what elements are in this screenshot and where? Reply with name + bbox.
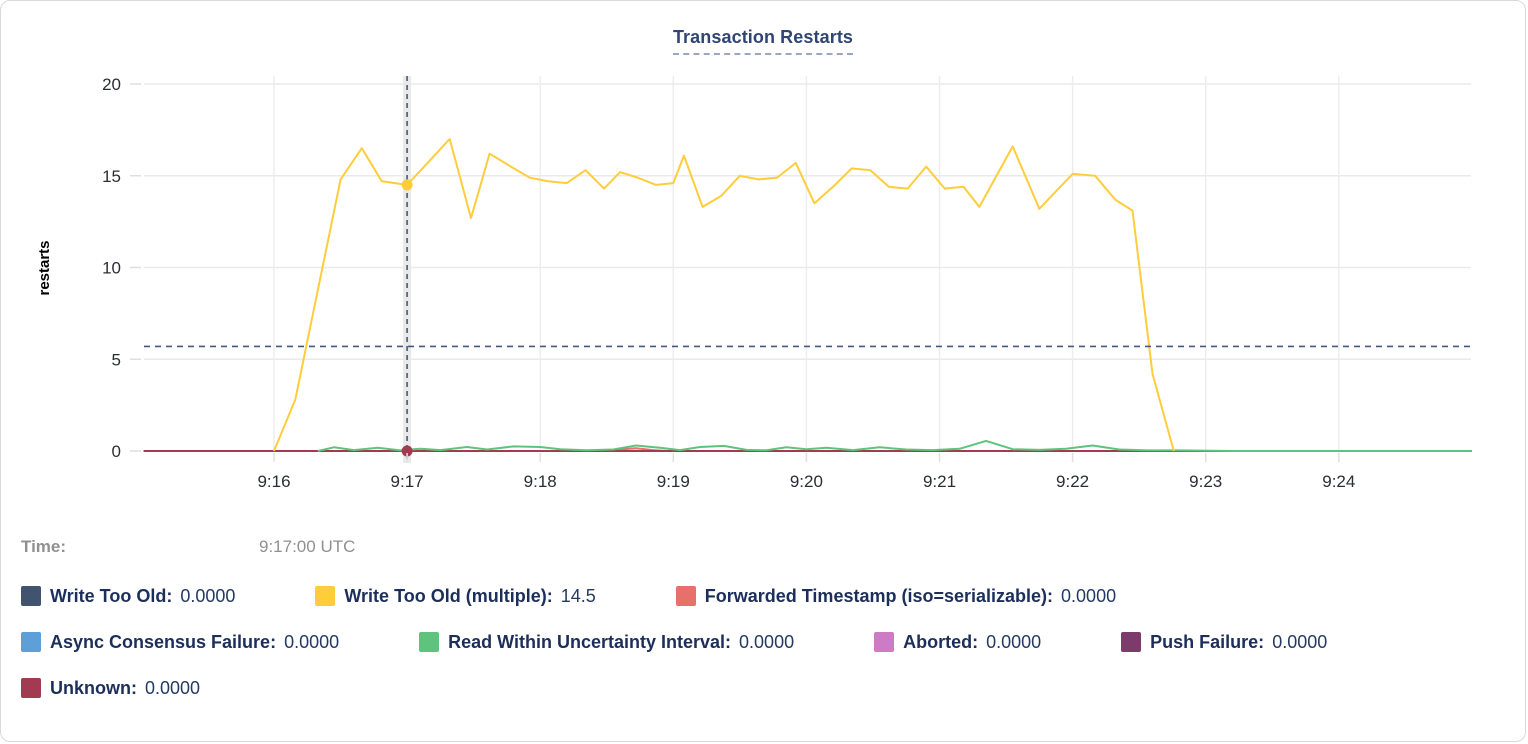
- legend-item-write-too-old-multiple-: Write Too Old (multiple): 14.5: [315, 585, 596, 607]
- time-label: Time:: [21, 537, 67, 556]
- legend-row: Async Consensus Failure: 0.0000 Read Withi…: [21, 630, 1327, 654]
- legend-swatch: [21, 678, 41, 698]
- hover-dot-write-too-old-multiple-: [401, 179, 413, 191]
- x-tick-label: 9:18: [524, 472, 557, 491]
- legend-item-read-within-uncertainty-interval: Read Within Uncertainty Interval: 0.0000: [419, 632, 794, 653]
- legend-series-value: 0.0000: [739, 631, 795, 652]
- x-tick-label: 9:24: [1322, 472, 1355, 491]
- legend-item-aborted: Aborted: 0.0000: [874, 632, 1041, 653]
- legend-series-name: Async Consensus Failure:: [50, 631, 277, 652]
- legend-swatch: [21, 586, 41, 606]
- x-tick-label: 9:22: [1056, 472, 1089, 491]
- legend-row: Write Too Old: 0.0000 Write Too Old (multi…: [21, 584, 1116, 608]
- series-line-write-too-old-multiple-: [273, 138, 1175, 452]
- axis-layer: 0 5 10 15 20 9:16 9:17 9:18 9:19 9:20 9:21 9:22 9:23…: [102, 75, 1355, 491]
- legend-swatch: [1121, 632, 1142, 652]
- legend-series-value: 14.5: [560, 585, 596, 606]
- x-tick-label: 9:21: [923, 472, 956, 491]
- legend-row: Unknown: 0.0000: [21, 676, 200, 700]
- legend-series-value: 0.0000: [145, 677, 201, 698]
- y-axis-label: restarts: [36, 240, 53, 295]
- legend-series-value: 0.0000: [1272, 631, 1328, 652]
- legend-series-name: Write Too Old:: [50, 585, 173, 606]
- legend-item-unknown: Unknown: 0.0000: [21, 678, 200, 699]
- series-line-read-within-uncertainty-interval: [317, 439, 1472, 452]
- legend-item-forwarded-timestamp-iso-serializable-: Forwarded Timestamp (iso=serializable): 0…: [675, 585, 1117, 607]
- y-tick-label: 0: [112, 442, 121, 461]
- x-tick-label: 9:23: [1189, 472, 1222, 491]
- y-tick-label: 10: [102, 259, 121, 278]
- legend-item-async-consensus-failure: Async Consensus Failure: 0.0000: [21, 632, 339, 653]
- legend-series-name: Aborted:: [903, 631, 979, 652]
- legend-series-value: 0.0000: [986, 631, 1042, 652]
- legend-series-name: Unknown:: [50, 677, 137, 698]
- chart-svg: 0 5 10 15 20 9:16 9:17 9:18 9:19 9:20 9:21 9:22 9:23…: [36, 75, 1472, 491]
- chart-title[interactable]: Transaction Restarts: [672, 27, 854, 55]
- legend-swatch: [21, 632, 41, 652]
- y-tick-label: 15: [102, 167, 121, 186]
- legend-series-value: 0.0000: [284, 631, 340, 652]
- legend-swatch: [675, 586, 696, 606]
- legend-swatch: [419, 632, 440, 652]
- grid-layer: [144, 76, 1471, 451]
- hover-time-row: Time: 9:17:00 UTC: [21, 537, 355, 557]
- crosshair-layer: [144, 76, 1471, 463]
- legend-swatch: [874, 632, 895, 652]
- legend-series-value: 0.0000: [1061, 585, 1117, 606]
- legend-item-write-too-old: Write Too Old: 0.0000: [21, 586, 235, 607]
- chart-plot-area[interactable]: [144, 76, 1471, 451]
- y-tick-label: 20: [102, 75, 121, 94]
- x-tick-label: 9:20: [790, 472, 823, 491]
- legend-series-name: Read Within Uncertainty Interval:: [448, 631, 732, 652]
- legend-series-name: Write Too Old (multiple):: [344, 585, 553, 606]
- time-value: 9:17:00 UTC: [259, 537, 356, 556]
- x-tick-label: 9:17: [391, 472, 424, 491]
- legend-item-push-failure: Push Failure: 0.0000: [1121, 632, 1327, 653]
- legend-series-value: 0.0000: [180, 585, 236, 606]
- x-tick-label: 9:19: [657, 472, 690, 491]
- x-tick-label: 9:16: [257, 472, 290, 491]
- legend-series-name: Forwarded Timestamp (iso=serializable):: [704, 585, 1054, 606]
- y-tick-label: 5: [112, 350, 121, 369]
- series-layer[interactable]: [143, 138, 1472, 452]
- legend-series-name: Push Failure:: [1150, 631, 1265, 652]
- chart-header: Transaction Restarts: [1, 27, 1525, 55]
- legend-swatch: [315, 586, 336, 606]
- hover-dot-unknown: [401, 445, 413, 457]
